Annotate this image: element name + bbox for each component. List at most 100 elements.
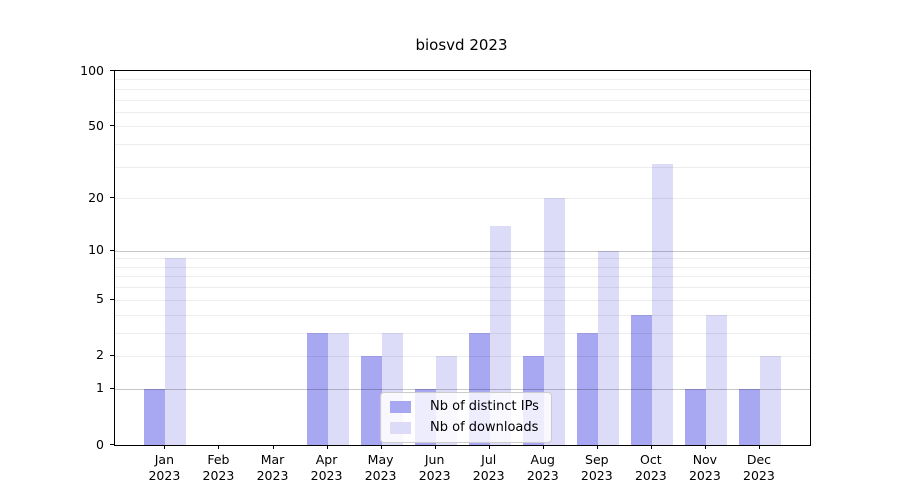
x-tick-label-may: May 2023 (351, 452, 411, 484)
x-tick-month: Jun (424, 452, 445, 467)
x-tick-month: Aug (530, 452, 555, 467)
y-tick-label-10: 10 (88, 242, 104, 258)
x-tick-jul (488, 445, 490, 449)
x-tick-year: 2023 (418, 468, 451, 483)
gridline-8 (115, 266, 810, 268)
y-tick-label-5: 5 (96, 291, 104, 307)
x-tick-jan (164, 445, 166, 449)
gridline-50 (115, 126, 810, 128)
gridline-80 (115, 88, 810, 90)
y-tick-20 (110, 197, 114, 199)
gridline-70 (115, 99, 810, 101)
x-tick-label-jan: Jan 2023 (134, 452, 194, 484)
x-tick-year: 2023 (148, 468, 181, 483)
x-tick-nov (704, 445, 706, 449)
x-tick-year: 2023 (688, 468, 721, 483)
bar-distinct-ips-oct (630, 314, 652, 445)
y-tick-0 (110, 444, 114, 445)
x-tick-sep (596, 445, 598, 449)
x-tick-label-sep: Sep 2023 (567, 452, 627, 484)
x-tick-month: Sep (585, 452, 609, 467)
legend-item-downloads: Nb of downloads (390, 420, 539, 436)
gridline-10 (115, 250, 810, 252)
legend: Nb of distinct IPs Nb of downloads (380, 392, 552, 443)
bar-distinct-ips-apr (306, 332, 328, 445)
bar-downloads-jan (165, 258, 187, 445)
x-tick-year: 2023 (526, 468, 559, 483)
x-tick-month: Feb (207, 452, 230, 467)
bar-distinct-ips-may (360, 355, 382, 445)
y-tick-label-1: 1 (96, 380, 104, 396)
x-tick-feb (218, 445, 220, 449)
y-tick-label-20: 20 (88, 189, 104, 205)
legend-label-downloads: Nb of downloads (430, 420, 539, 435)
x-tick-year: 2023 (256, 468, 289, 483)
x-tick-month: Jul (481, 452, 497, 467)
x-tick-may (380, 445, 382, 449)
bar-distinct-ips-jan (144, 388, 166, 445)
x-tick-year: 2023 (364, 468, 397, 483)
x-tick-label-aug: Aug 2023 (513, 452, 573, 484)
y-tick-label-2: 2 (96, 347, 104, 363)
x-tick-year: 2023 (202, 468, 235, 483)
chart-title: biosvd 2023 (415, 36, 508, 54)
bar-distinct-ips-sep (576, 332, 598, 445)
x-tick-dec (758, 445, 760, 449)
gridline-9 (115, 258, 810, 260)
gridline-20 (115, 198, 810, 200)
gridline-30 (115, 166, 810, 168)
x-tick-month: May (367, 452, 394, 467)
x-tick-aug (542, 445, 544, 449)
x-tick-label-jul: Jul 2023 (459, 452, 519, 484)
x-tick-year: 2023 (743, 468, 775, 483)
x-tick-year: 2023 (310, 468, 343, 483)
x-tick-label-feb: Feb 2023 (188, 452, 248, 484)
x-tick-month: Mar (260, 452, 285, 467)
legend-label-distinct-ips: Nb of distinct IPs (430, 399, 539, 414)
x-tick-label-oct: Oct 2023 (621, 452, 681, 484)
gridline-1 (115, 388, 810, 390)
bar-downloads-jul (489, 225, 511, 445)
y-tick-label-0: 0 (96, 436, 104, 452)
gridline-2 (115, 355, 810, 357)
gridline-7 (115, 276, 810, 278)
gridline-60 (115, 111, 810, 113)
x-tick-jun (434, 445, 436, 449)
x-tick-month: Dec (746, 452, 772, 467)
gridline-90 (115, 79, 810, 81)
bar-downloads-dec (759, 355, 781, 445)
gridline-40 (115, 144, 810, 146)
x-tick-month: Oct (640, 452, 662, 467)
bar-downloads-oct (651, 164, 673, 445)
y-tick-50 (110, 125, 114, 127)
bar-distinct-ips-nov (684, 388, 706, 445)
bar-downloads-nov (705, 314, 727, 445)
x-tick-year: 2023 (580, 468, 613, 483)
x-tick-year: 2023 (472, 468, 505, 483)
gridline-3 (115, 332, 810, 334)
bar-distinct-ips-dec (738, 388, 760, 445)
x-tick-mar (272, 445, 274, 449)
x-tick-month: Jan (154, 452, 175, 467)
x-tick-year: 2023 (634, 468, 667, 483)
y-tick-10 (110, 249, 114, 251)
y-tick-5 (110, 298, 114, 300)
x-tick-label-apr: Apr 2023 (297, 452, 357, 484)
bar-downloads-sep (597, 250, 619, 445)
gridline-5 (115, 299, 810, 301)
y-tick-label-100: 100 (80, 62, 104, 78)
y-tick-100 (110, 70, 114, 71)
legend-swatch-distinct-ips (390, 401, 411, 413)
bar-downloads-aug (543, 198, 565, 445)
y-tick-label-50: 50 (88, 117, 104, 133)
legend-item-distinct-ips: Nb of distinct IPs (390, 399, 539, 415)
bar-downloads-apr (327, 332, 349, 445)
y-tick-1 (110, 387, 114, 389)
x-tick-month: Apr (315, 452, 338, 467)
plot-area (114, 70, 811, 446)
y-tick-2 (110, 354, 114, 356)
x-tick-label-jun: Jun 2023 (405, 452, 465, 484)
x-tick-label-mar: Mar 2023 (243, 452, 303, 484)
legend-swatch-downloads (390, 422, 411, 434)
